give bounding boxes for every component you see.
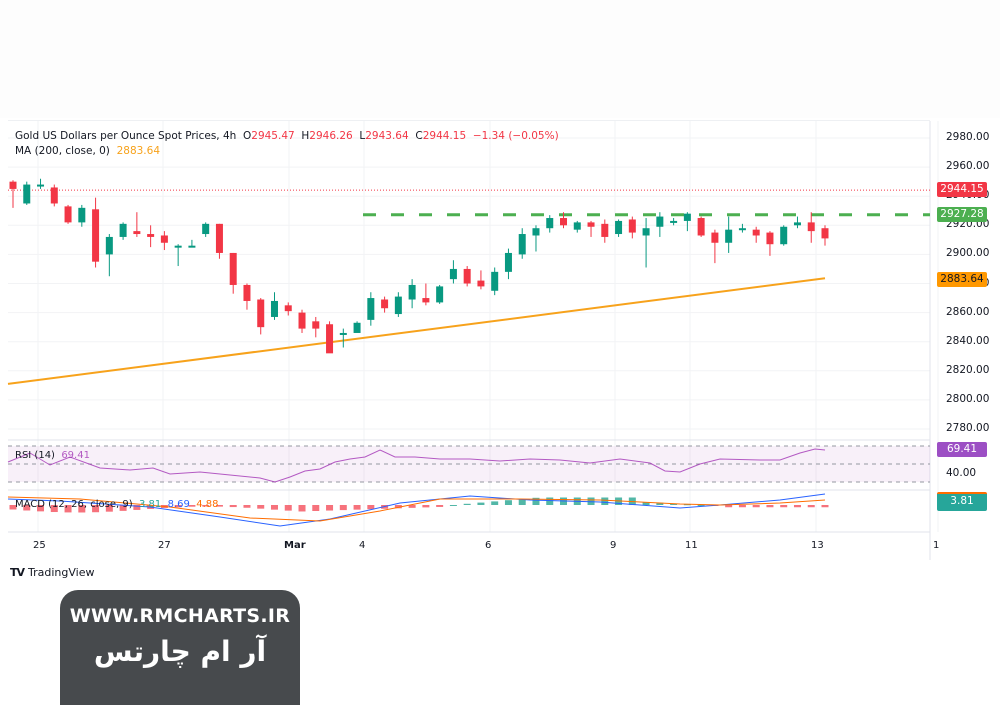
last-price-badge: 2944.15 <box>937 182 987 197</box>
rsi-legend[interactable]: RSI (14) 69.41 <box>15 450 90 461</box>
macd-badge: 3.81 <box>937 492 987 511</box>
ma-badge: 2883.64 <box>937 272 987 287</box>
time-tick-label: 9 <box>610 540 617 551</box>
time-tick-label: 4 <box>359 540 366 551</box>
macd-hist-value: 3.81 <box>138 499 162 510</box>
time-tick-label: 11 <box>685 540 698 551</box>
change-value: −1.34 (−0.05%) <box>472 130 559 142</box>
macd-signal-value: 4.88 <box>196 499 219 510</box>
low-value: 2943.64 <box>365 130 409 142</box>
macd-line-value: 8.69 <box>167 499 190 510</box>
time-tick-label: 13 <box>811 540 824 551</box>
price-tick-label: 2820.00 <box>946 363 990 376</box>
macd-label: MACD (12, 26, close, 9) <box>15 499 133 510</box>
chart-frame[interactable] <box>8 120 930 561</box>
watermark-url: WWW.RMCHARTS.IR <box>69 605 291 627</box>
tradingview-icon: 𝗧𝗩 <box>10 566 25 579</box>
price-tick-label: 2900.00 <box>946 247 990 260</box>
price-tick-label: 2980.00 <box>946 131 990 143</box>
price-tick-label: 2800.00 <box>946 392 990 405</box>
rsi-label: RSI (14) <box>15 450 55 461</box>
resistance-badge: 2927.28 <box>937 207 987 222</box>
price-tick-label: 2780.00 <box>946 422 990 434</box>
rsi-badge: 69.41 <box>937 442 987 457</box>
symbol-title[interactable]: Gold US Dollars per Ounce Spot Prices, 4… <box>15 130 237 142</box>
price-tick-label: 2960.00 <box>946 160 990 173</box>
ma-value: 2883.64 <box>116 145 160 157</box>
ma-label: MA (200, close, 0) <box>15 145 110 157</box>
price-chart[interactable] <box>0 0 1000 560</box>
close-value: 2944.15 <box>422 130 467 142</box>
high-value: 2946.26 <box>309 130 353 142</box>
time-tick-label: 27 <box>158 540 171 551</box>
time-tick-label: 1 <box>933 540 940 551</box>
rsi-axis-label: 40.00 <box>946 467 977 479</box>
price-tick-label: 2840.00 <box>946 334 990 347</box>
ma-row[interactable]: MA (200, close, 0) 2883.64 <box>15 144 559 159</box>
top-blank-band <box>0 0 1000 118</box>
time-tick-label: Mar <box>284 540 306 551</box>
open-value: 2945.47 <box>251 130 295 142</box>
chart-legend: Gold US Dollars per Ounce Spot Prices, 4… <box>15 129 559 159</box>
tradingview-logo[interactable]: 𝗧𝗩 TradingView <box>10 566 95 579</box>
watermark-box: WWW.RMCHARTS.IR آر ام چارتس <box>60 590 300 705</box>
macd-legend[interactable]: MACD (12, 26, close, 9) 3.81 8.69 4.88 <box>15 499 218 510</box>
price-tick-label: 2860.00 <box>946 305 990 318</box>
ohlc-row: Gold US Dollars per Ounce Spot Prices, 4… <box>15 130 559 142</box>
time-tick-label: 6 <box>485 540 492 551</box>
rsi-value: 69.41 <box>61 450 90 461</box>
time-tick-label: 25 <box>33 540 46 551</box>
watermark-persian: آر ام چارتس <box>93 635 267 668</box>
